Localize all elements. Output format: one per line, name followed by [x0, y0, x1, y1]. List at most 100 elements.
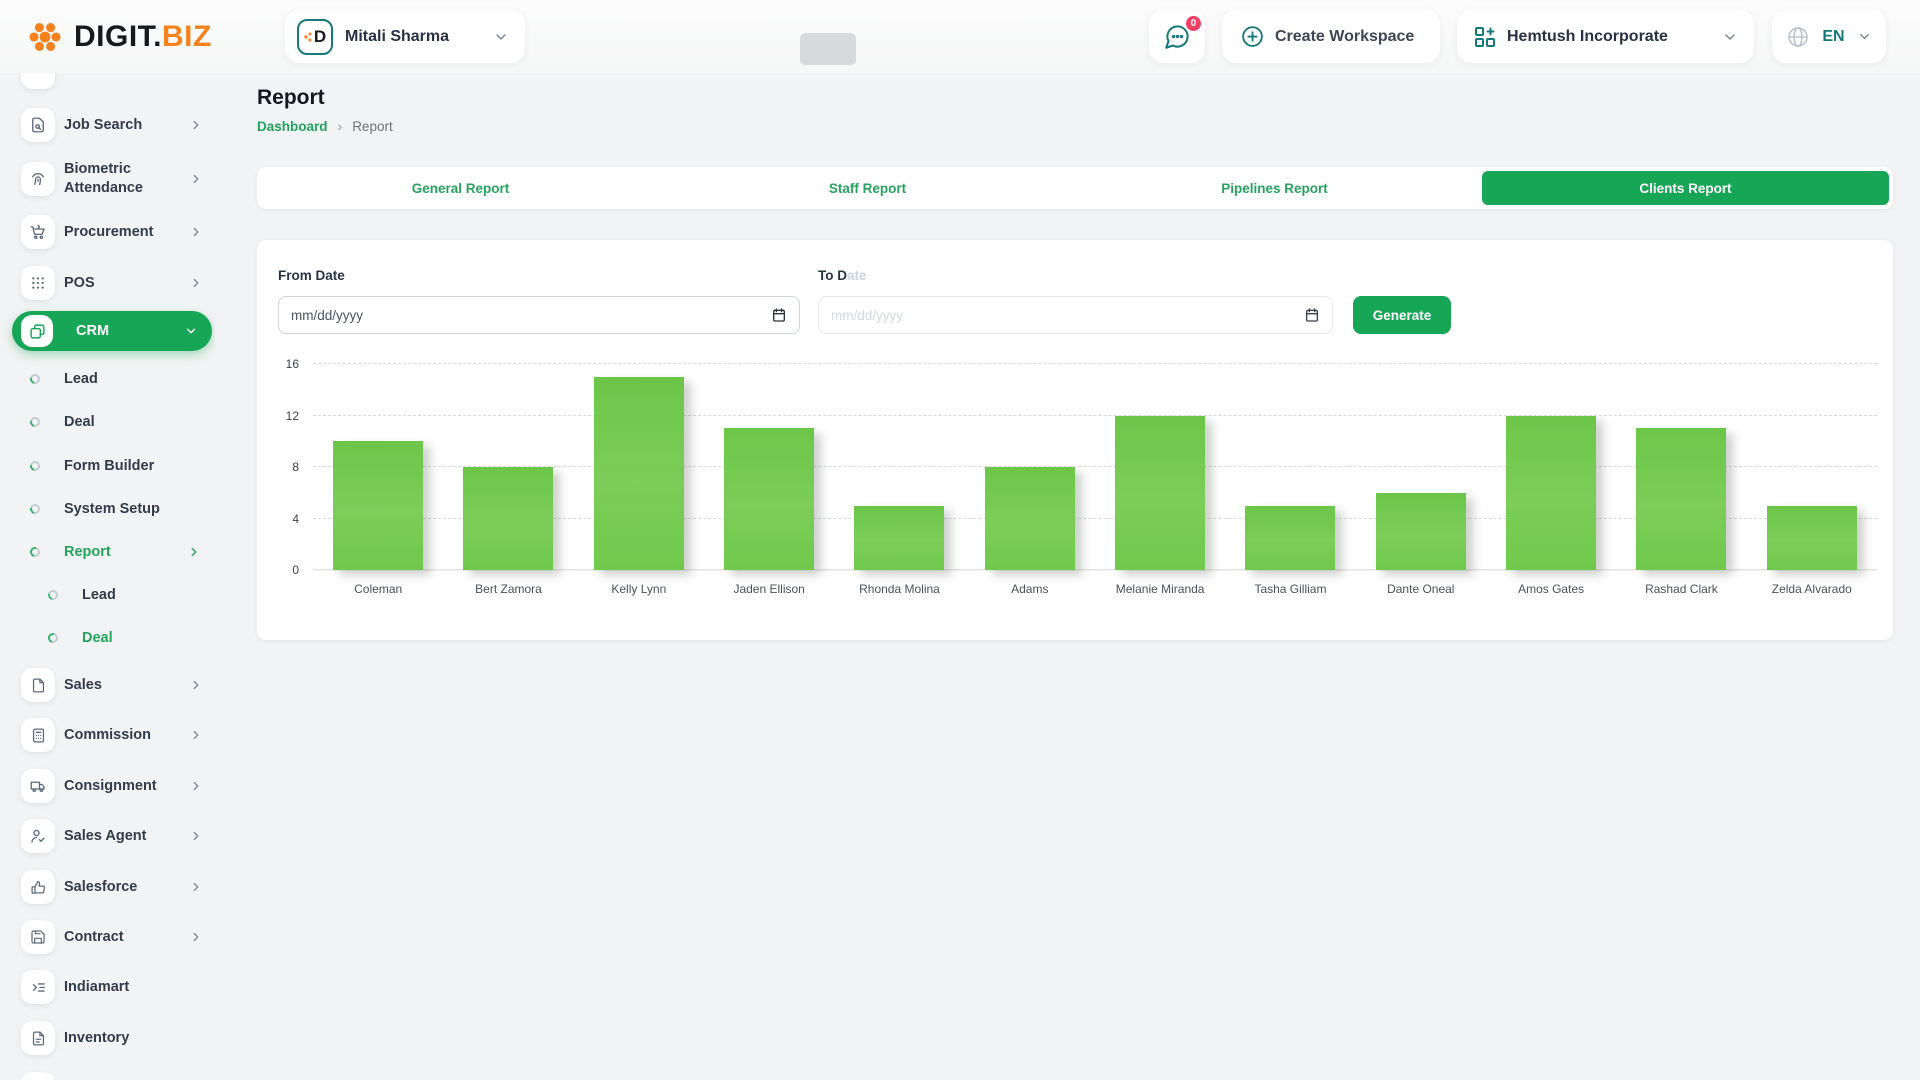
tab-general-report[interactable]: General Report: [411, 180, 510, 196]
y-tick-label: 16: [285, 357, 299, 371]
bullet-icon: [28, 545, 42, 559]
sidebar-item-crm-lead[interactable]: Lead: [0, 367, 215, 391]
bullet-icon: [28, 502, 42, 516]
bar-coleman: [333, 441, 424, 570]
create-workspace-label: Create Workspace: [1275, 27, 1415, 45]
sidebar-item-commission[interactable]: Commission: [0, 718, 215, 752]
bar-rhonda-molina: [854, 505, 945, 570]
file-icon: [32, 677, 44, 693]
x-tick-label: Adams: [1011, 582, 1049, 596]
sidebar-item-sales[interactable]: Sales: [0, 668, 215, 702]
tab-staff-report[interactable]: Staff Report: [828, 180, 907, 196]
bar-jaden-ellison: [724, 428, 815, 570]
tab-pipelines-report[interactable]: Pipelines Report: [1221, 180, 1328, 196]
save-icon: [31, 930, 45, 944]
user-name: Mitali Sharma: [345, 27, 450, 45]
sidebar-item-job-search[interactable]: Job Search: [0, 108, 215, 142]
from-date-input[interactable]: [291, 307, 771, 323]
x-tick-label: Rhonda Molina: [859, 582, 940, 596]
sidebar-item-inventory[interactable]: Inventory: [0, 1021, 215, 1055]
bar-tasha-gilliam: [1245, 505, 1336, 570]
to-date-label: To Date: [818, 268, 867, 283]
user-menu[interactable]: D Mitali Sharma: [285, 10, 525, 63]
fingerprint-icon: [32, 173, 44, 186]
bar-kelly-lynn: [593, 376, 684, 570]
workspace-selector[interactable]: Hemtush Incorporate: [1457, 10, 1754, 63]
chat-button[interactable]: 0: [1149, 10, 1205, 63]
bar-bert-zamora: [463, 467, 554, 570]
bullet-icon: [46, 631, 60, 645]
x-tick-label: Amos Gates: [1518, 582, 1585, 596]
bar-column: [965, 364, 1095, 570]
sidebar-item-crm-form-builder[interactable]: Form Builder: [0, 454, 215, 478]
gridline: [313, 466, 1877, 467]
generate-button[interactable]: Generate: [1353, 296, 1451, 334]
file-search-icon: [32, 117, 44, 133]
report-tabs: General Report Staff Report Pipelines Re…: [257, 167, 1893, 209]
top-header: DIGIT.BIZ D Mitali Sharma 0 Create Works…: [0, 0, 1920, 73]
truck-icon: [30, 781, 45, 792]
tab-clients-report[interactable]: Clients Report: [1482, 171, 1889, 205]
chevron-right-icon: [193, 831, 199, 841]
sidebar-item-sales-agent[interactable]: Sales Agent: [0, 819, 215, 853]
sidebar-item-crm-deal[interactable]: Deal: [0, 410, 215, 434]
sidebar-item-procurement[interactable]: Procurement: [0, 215, 215, 249]
workspace-name: Hemtush Incorporate: [1507, 27, 1668, 45]
grid-dots-icon: [32, 277, 44, 289]
sidebar-item-salesforce[interactable]: Salesforce: [0, 870, 215, 904]
plus-circle-icon: [1242, 26, 1263, 47]
cart-icon: [30, 224, 45, 240]
sidebar-item-report-deal[interactable]: Deal: [0, 626, 215, 650]
bar-column: [834, 364, 964, 570]
sidebar-item-report-lead[interactable]: Lead: [0, 583, 215, 607]
calendar-icon[interactable]: [1304, 307, 1320, 323]
x-tick-label: Dante Oneal: [1387, 582, 1455, 596]
chevron-right-icon: [193, 680, 199, 690]
bullet-icon: [28, 459, 42, 473]
y-tick-label: 0: [292, 563, 299, 577]
to-date-input[interactable]: [831, 307, 1304, 323]
sidebar-item-contract[interactable]: Contract: [0, 920, 215, 954]
list-chevron-icon: [32, 982, 45, 992]
sidebar-item-pos[interactable]: POS: [0, 266, 215, 300]
sidebar-item-indiamart[interactable]: Indiamart: [0, 970, 215, 1004]
bar-rashad-clark: [1636, 428, 1727, 570]
chevron-right-icon: [193, 932, 199, 942]
from-date-field[interactable]: [278, 296, 800, 334]
chevron-down-icon: [496, 33, 506, 40]
y-tick-label: 8: [292, 460, 299, 474]
breadcrumb-dashboard-link[interactable]: Dashboard: [257, 118, 328, 134]
create-workspace-button[interactable]: Create Workspace: [1222, 10, 1440, 63]
bar-adams: [984, 467, 1075, 570]
bar-column: [574, 364, 704, 570]
chevron-right-icon: [193, 174, 199, 184]
bar-melanie-miranda: [1115, 415, 1206, 570]
chevron-right-icon: [193, 882, 199, 892]
chevron-right-icon: [191, 547, 197, 557]
gridline: [313, 363, 1877, 364]
gridline: [313, 414, 1877, 416]
x-tick-label: Melanie Miranda: [1115, 582, 1205, 596]
to-date-field[interactable]: [818, 296, 1333, 334]
bullet-icon: [46, 588, 60, 602]
calendar-icon[interactable]: [771, 307, 787, 323]
workspace-grid-icon: [1475, 26, 1495, 47]
x-tick-label: Coleman: [354, 582, 403, 596]
breadcrumb: Dashboard › Report: [257, 118, 393, 134]
sidebar-item-crm-system-setup[interactable]: System Setup: [0, 497, 215, 521]
sidebar-item-crm[interactable]: CRM: [12, 311, 212, 351]
sidebar-item-crm-report[interactable]: Report: [0, 540, 215, 564]
globe-icon: [1788, 26, 1808, 47]
bar-column: [1356, 364, 1486, 570]
gridline: [313, 569, 1877, 570]
language-selector[interactable]: EN: [1772, 10, 1886, 63]
chevron-down-icon: [1725, 33, 1735, 40]
y-tick-label: 12: [285, 408, 299, 423]
sidebar-item-consignment[interactable]: Consignment: [0, 769, 215, 803]
sidebar-item-biometric-attendance[interactable]: Biometric Attendance: [0, 155, 215, 203]
bar-column: [1616, 364, 1746, 570]
sidebar-partial-bottom-icon: [21, 1072, 55, 1080]
bar-zelda-alvarado: [1766, 505, 1857, 570]
page-title: Report: [257, 86, 325, 109]
bullet-icon: [28, 415, 42, 429]
